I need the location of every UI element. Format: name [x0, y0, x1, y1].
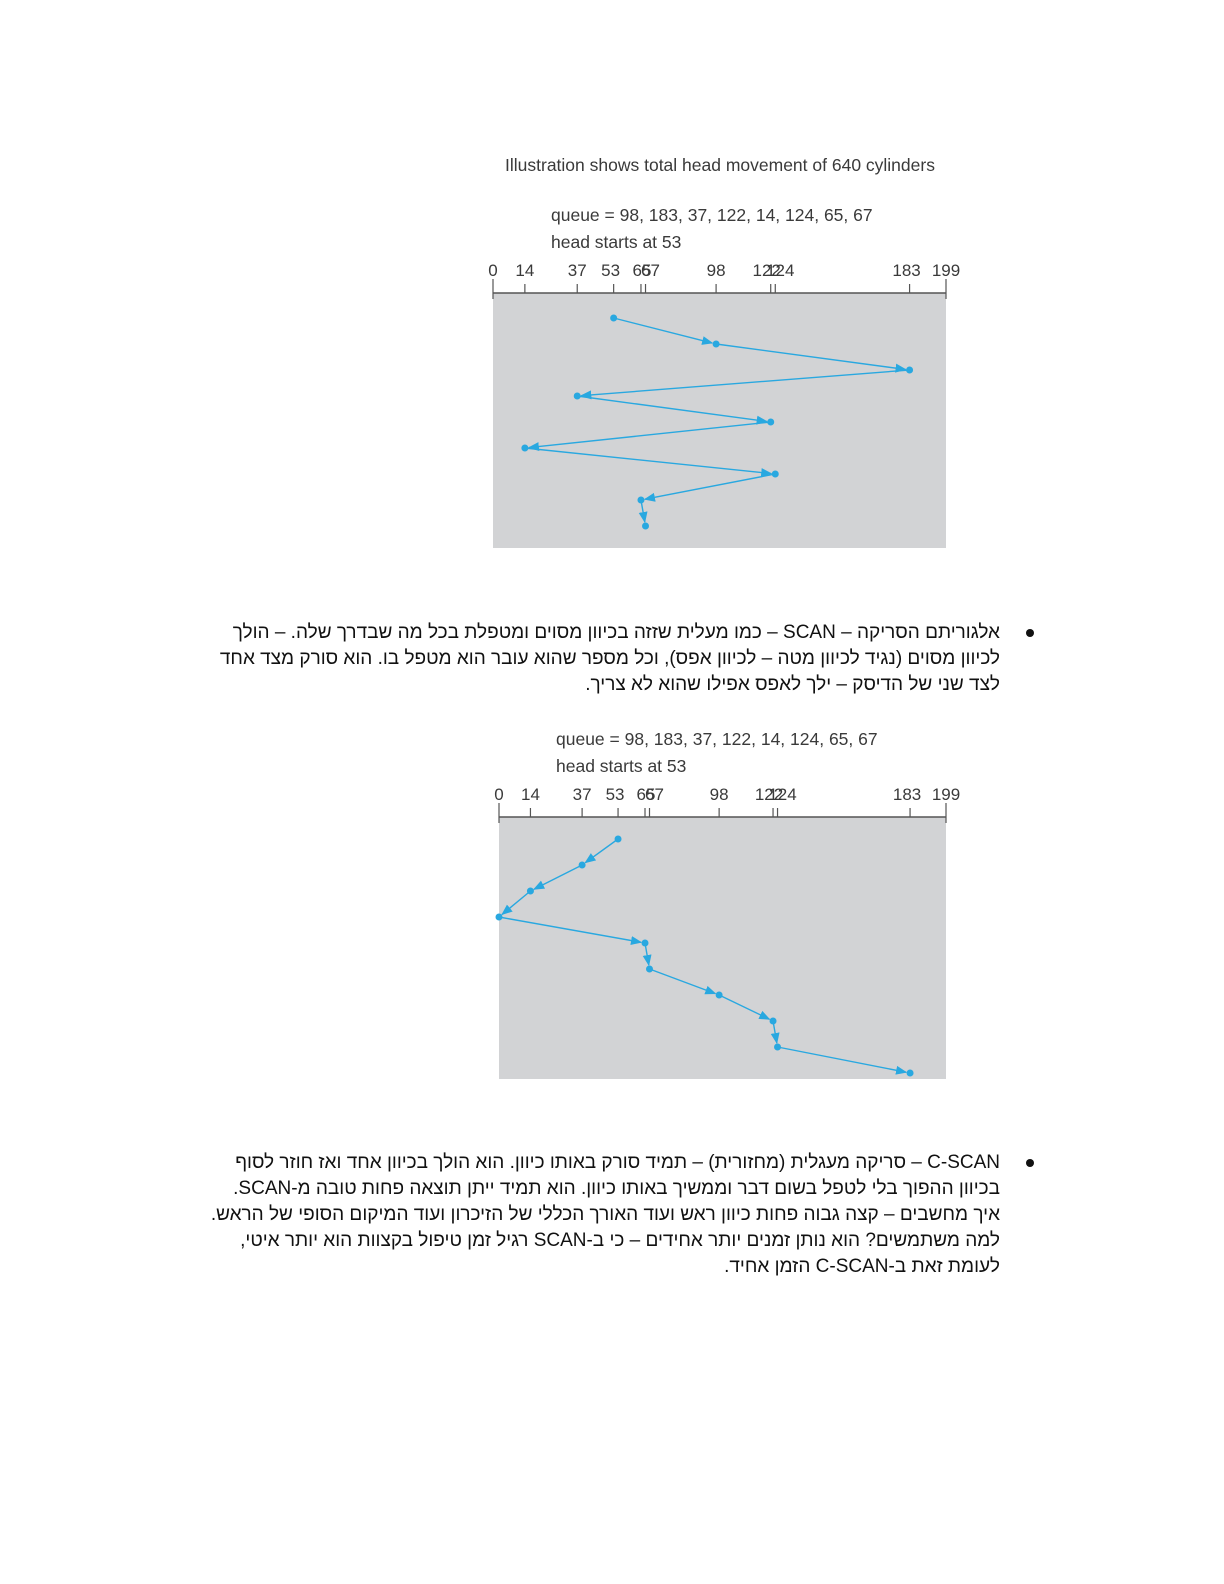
tick-label-124: 124: [766, 261, 794, 280]
tick-label-14: 14: [521, 785, 540, 804]
queue-label: queue = 98, 183, 37, 122, 14, 124, 65, 6…: [556, 729, 878, 749]
cscan-line-4: למה משתמשים? הוא נותן זמנים יותר אחידים …: [240, 1230, 1000, 1251]
tick-label-14: 14: [515, 261, 534, 280]
request-point-37: [573, 392, 581, 400]
request-point-65: [637, 496, 645, 504]
head-move-segment: [498, 916, 643, 945]
request-point-122: [769, 1017, 777, 1025]
head-move-segment: [527, 421, 771, 451]
tick-label-124: 124: [768, 785, 796, 804]
request-point-67: [642, 522, 650, 530]
request-point-122: [767, 418, 775, 426]
request-point-98: [712, 340, 720, 348]
head-move-segment: [715, 343, 907, 373]
head-move-segment: [649, 968, 717, 995]
tick-label-183: 183: [893, 785, 921, 804]
request-point-53: [614, 835, 622, 843]
tick-label-0: 0: [488, 261, 497, 280]
cscan-line-5: לעומת זאת ב-C-SCAN הזמן אחיד.: [724, 1256, 1000, 1277]
bullet-dot: [1026, 1159, 1034, 1167]
request-point-37: [578, 861, 586, 869]
head-move-segment: [638, 499, 648, 524]
scan-line-2: לכיוון מסוים (נגיד לכיוון מטה – לכיוון א…: [219, 648, 1000, 669]
tick-label-53: 53: [601, 261, 620, 280]
head-start-label: head starts at 53: [556, 756, 686, 776]
tick-label-65: 65: [637, 785, 656, 804]
tick-label-122: 122: [755, 785, 783, 804]
cscan-line-1: C-SCAN – סריקה מעגלית (מחזורית) – תמיד ס…: [235, 1152, 1000, 1173]
cscan-line-3: איך מחשבים – קצה גבוה פחות כיוון ראש ועו…: [210, 1204, 1000, 1225]
head-move-segment: [501, 890, 531, 916]
scan-description: אלגוריתם הסריקה – SCAN – כמו מעלית שזזה …: [140, 620, 1034, 698]
tick-label-37: 37: [573, 785, 592, 804]
request-point-183: [906, 366, 914, 374]
plot-panel: [499, 817, 946, 1079]
figure2-disk-schedule: queue = 98, 183, 37, 122, 14, 124, 65, 6…: [486, 724, 966, 1082]
request-point-183: [906, 1069, 914, 1077]
request-point-124: [771, 470, 779, 478]
head-move-segment: [533, 864, 583, 890]
scan-line-3: לצד שני של הדיסק – ילך לאפס אפילו שהוא ל…: [585, 674, 1000, 695]
head-move-segment: [577, 395, 768, 425]
figure1-svg: queue = 98, 183, 37, 122, 14, 124, 65, 6…: [488, 205, 960, 548]
request-point-53: [610, 314, 618, 322]
tick-label-53: 53: [606, 785, 625, 804]
tick-label-37: 37: [568, 261, 587, 280]
tick-label-199: 199: [932, 261, 960, 280]
head-move-segment: [584, 838, 619, 864]
request-point-0: [495, 913, 503, 921]
head-move-segment: [777, 1046, 908, 1075]
tick-label-183: 183: [892, 261, 920, 280]
queue-label: queue = 98, 183, 37, 122, 14, 124, 65, 6…: [551, 205, 873, 225]
head-move-segment: [613, 317, 714, 345]
head-move-segment: [580, 369, 910, 400]
cscan-line-2: בכיוון ההפוך בלי לטפל בשום דבר וממשיך בא…: [233, 1178, 1000, 1199]
request-point-65: [641, 939, 649, 947]
bullet-dot: [1026, 629, 1034, 637]
tick-label-65: 65: [633, 261, 652, 280]
request-point-14: [526, 887, 534, 895]
tick-label-67: 67: [641, 261, 660, 280]
request-point-124: [774, 1043, 782, 1051]
head-move-segment: [718, 994, 771, 1020]
head-move-segment: [770, 1020, 780, 1045]
tick-label-98: 98: [710, 785, 729, 804]
cscan-description: C-SCAN – סריקה מעגלית (מחזורית) – תמיד ס…: [140, 1150, 1034, 1280]
tick-label-98: 98: [707, 261, 726, 280]
figure2-svg: queue = 98, 183, 37, 122, 14, 124, 65, 6…: [494, 729, 960, 1079]
tick-label-199: 199: [932, 785, 960, 804]
tick-label-67: 67: [645, 785, 664, 804]
request-point-14: [521, 444, 529, 452]
tick-label-0: 0: [494, 785, 503, 804]
figure1-disk-schedule: queue = 98, 183, 37, 122, 14, 124, 65, 6…: [480, 200, 960, 550]
head-move-segment: [524, 447, 773, 478]
head-move-segment: [643, 473, 776, 502]
scan-line-1: אלגוריתם הסריקה – SCAN – כמו מעלית שזזה …: [232, 622, 1000, 643]
request-point-67: [645, 965, 653, 973]
request-point-98: [715, 991, 723, 999]
head-start-label: head starts at 53: [551, 232, 681, 252]
head-move-segment: [642, 942, 652, 967]
figure1-caption: Illustration shows total head movement o…: [505, 155, 935, 175]
tick-label-122: 122: [753, 261, 781, 280]
plot-panel: [493, 293, 946, 548]
